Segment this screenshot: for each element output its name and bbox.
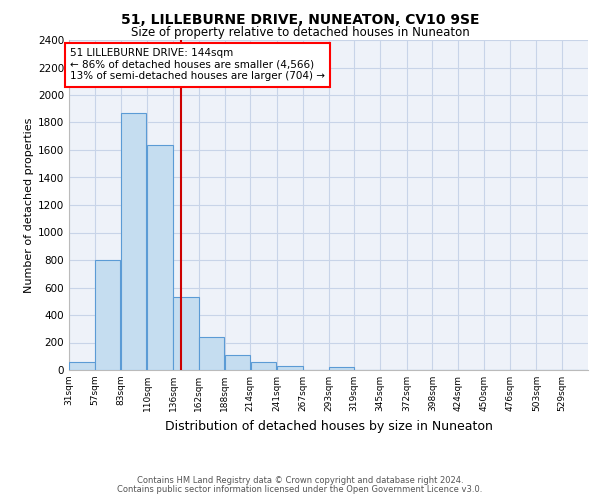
Text: 51 LILLEBURNE DRIVE: 144sqm
← 86% of detached houses are smaller (4,566)
13% of : 51 LILLEBURNE DRIVE: 144sqm ← 86% of det… <box>70 48 325 82</box>
Bar <box>199 337 224 370</box>
Text: Contains public sector information licensed under the Open Government Licence v3: Contains public sector information licen… <box>118 485 482 494</box>
Text: Contains HM Land Registry data © Crown copyright and database right 2024.: Contains HM Land Registry data © Crown c… <box>137 476 463 485</box>
Bar <box>173 297 199 370</box>
X-axis label: Distribution of detached houses by size in Nuneaton: Distribution of detached houses by size … <box>164 420 493 432</box>
Bar <box>277 366 302 370</box>
Bar <box>148 145 173 370</box>
Bar <box>329 367 354 370</box>
Text: 51, LILLEBURNE DRIVE, NUNEATON, CV10 9SE: 51, LILLEBURNE DRIVE, NUNEATON, CV10 9SE <box>121 12 479 26</box>
Bar <box>225 355 250 370</box>
Text: Size of property relative to detached houses in Nuneaton: Size of property relative to detached ho… <box>131 26 469 39</box>
Bar <box>251 362 276 370</box>
Bar <box>69 362 95 370</box>
Y-axis label: Number of detached properties: Number of detached properties <box>24 118 34 292</box>
Bar <box>95 260 120 370</box>
Bar <box>121 113 146 370</box>
